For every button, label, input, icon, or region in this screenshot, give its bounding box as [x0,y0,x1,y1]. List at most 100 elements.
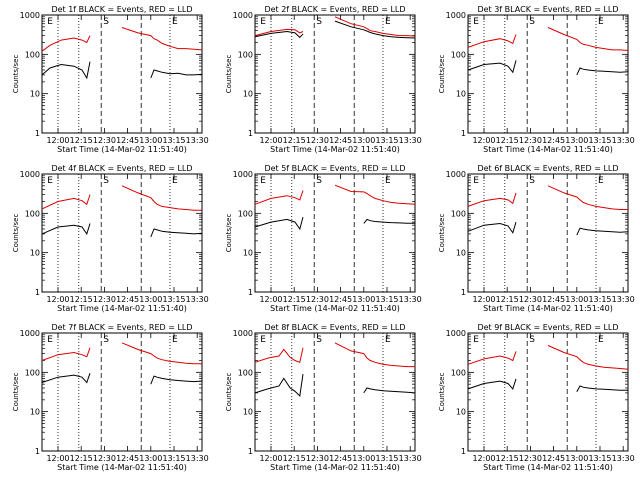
series-line-events [41,373,203,385]
event-marker-s: S [529,17,535,27]
y-tick-label: 10 [30,408,40,417]
event-marker-e: E [385,335,391,345]
event-marker-e: E [385,17,391,27]
plot-frame [41,173,203,293]
series-line-lld [41,27,203,52]
x-tick-label: 12:45 [542,454,565,463]
series-line-events [41,223,203,238]
x-tick-label: 13:15 [375,295,398,304]
y-tick-label: 1 [35,288,40,297]
y-tick-label: 100 [25,368,40,377]
x-axis-label: Start Time (14-Mar-02 11:51:40) [270,145,400,154]
x-axis-label: Start Time (14-Mar-02 11:51:40) [57,145,187,154]
event-marker-e: E [47,176,53,186]
x-tick-label: 13:15 [588,136,611,145]
x-tick-label: 12:00 [472,454,495,463]
x-tick-label: 13:15 [375,136,398,145]
y-tick-label: 1 [461,129,466,138]
y-tick-label: 100 [25,50,40,59]
x-tick-label: 12:00 [472,136,495,145]
x-tick-label: 12:30 [93,136,116,145]
event-marker-e: E [260,335,266,345]
event-marker-s: S [529,335,535,345]
x-tick-label: 13:15 [588,295,611,304]
x-tick-label: 13:30 [612,454,635,463]
x-tick-label: 12:45 [116,454,139,463]
x-axis-label: Start Time (14-Mar-02 11:51:40) [270,463,400,472]
y-axis-label: Counts/sec [12,373,20,412]
y-tick-label: 100 [238,209,253,218]
series-line-events [254,216,415,231]
event-marker-e: E [385,176,391,186]
chart-title: Det 8f BLACK = Events, RED = LLD [264,323,405,332]
x-tick-label: 12:00 [259,295,282,304]
series-line-lld [41,342,202,365]
x-tick-label: 12:00 [46,454,69,463]
event-marker-e: E [172,176,178,186]
chart-panel-5: Det 5f BLACK = Events, RED = LLD 1 10 100 10… [225,164,422,313]
series-line-lld [254,342,415,368]
event-marker-e: E [473,335,479,345]
series-line-events [254,20,416,39]
x-tick-label: 13:00 [352,295,375,304]
y-tick-label: 100 [238,50,253,59]
x-tick-label: 12:15 [70,454,93,463]
plot-frame [254,14,416,134]
plot-frame [41,14,203,134]
x-tick-label: 12:45 [116,295,139,304]
plot-frame [254,332,416,452]
plot-frame [467,173,629,293]
series-line-lld [467,345,629,370]
x-tick-label: 12:30 [306,136,329,145]
y-tick-label: 1000 [20,11,40,20]
x-tick-label: 12:30 [519,454,542,463]
y-tick-label: 10 [456,90,466,99]
event-marker-e: E [473,17,479,27]
y-tick-label: 100 [451,50,466,59]
y-tick-label: 10 [456,249,466,258]
x-tick-label: 13:30 [612,295,635,304]
x-axis-label: Start Time (14-Mar-02 11:51:40) [483,145,613,154]
x-tick-label: 12:15 [496,136,519,145]
event-marker-e: E [172,335,178,345]
y-tick-label: 1000 [233,170,253,179]
y-axis-label: Counts/sec [225,373,233,412]
y-tick-label: 1000 [446,11,466,20]
plot-frame [467,332,629,452]
series-line-lld [254,16,416,37]
x-tick-label: 13:00 [139,136,162,145]
series-line-lld [467,185,628,210]
x-tick-label: 12:45 [116,136,139,145]
event-marker-s: S [103,176,109,186]
y-axis-label: Counts/sec [225,55,233,94]
x-tick-label: 12:00 [259,136,282,145]
x-tick-label: 12:15 [283,295,306,304]
x-tick-label: 12:15 [283,136,306,145]
series-line-events [254,374,416,398]
x-tick-label: 12:15 [70,136,93,145]
x-tick-label: 12:00 [46,295,69,304]
x-tick-label: 12:45 [329,136,352,145]
event-marker-e: E [260,176,266,186]
y-tick-label: 1000 [446,170,466,179]
chart-panel-4: Det 4f BLACK = Events, RED = LLD 1 10 100 10… [12,164,209,313]
event-marker-e: E [47,335,53,345]
series-line-lld [467,27,629,51]
series-line-events [41,61,203,80]
y-tick-label: 100 [451,209,466,218]
y-tick-label: 100 [238,368,253,377]
x-tick-label: 12:00 [259,454,282,463]
chart-title: Det 7f BLACK = Events, RED = LLD [51,323,192,332]
y-tick-label: 1 [248,288,253,297]
x-tick-label: 13:15 [162,136,185,145]
y-tick-label: 1 [35,129,40,138]
x-tick-label: 12:30 [93,454,116,463]
y-tick-label: 1 [248,129,253,138]
chart-panel-1: Det 1f BLACK = Events, RED = LLD 1 10 100 10… [12,5,209,154]
y-tick-label: 100 [451,368,466,377]
event-marker-s: S [316,176,322,186]
y-axis-label: Counts/sec [438,373,446,412]
x-tick-label: 13:15 [588,454,611,463]
y-axis-label: Counts/sec [438,55,446,94]
x-tick-label: 12:00 [472,295,495,304]
